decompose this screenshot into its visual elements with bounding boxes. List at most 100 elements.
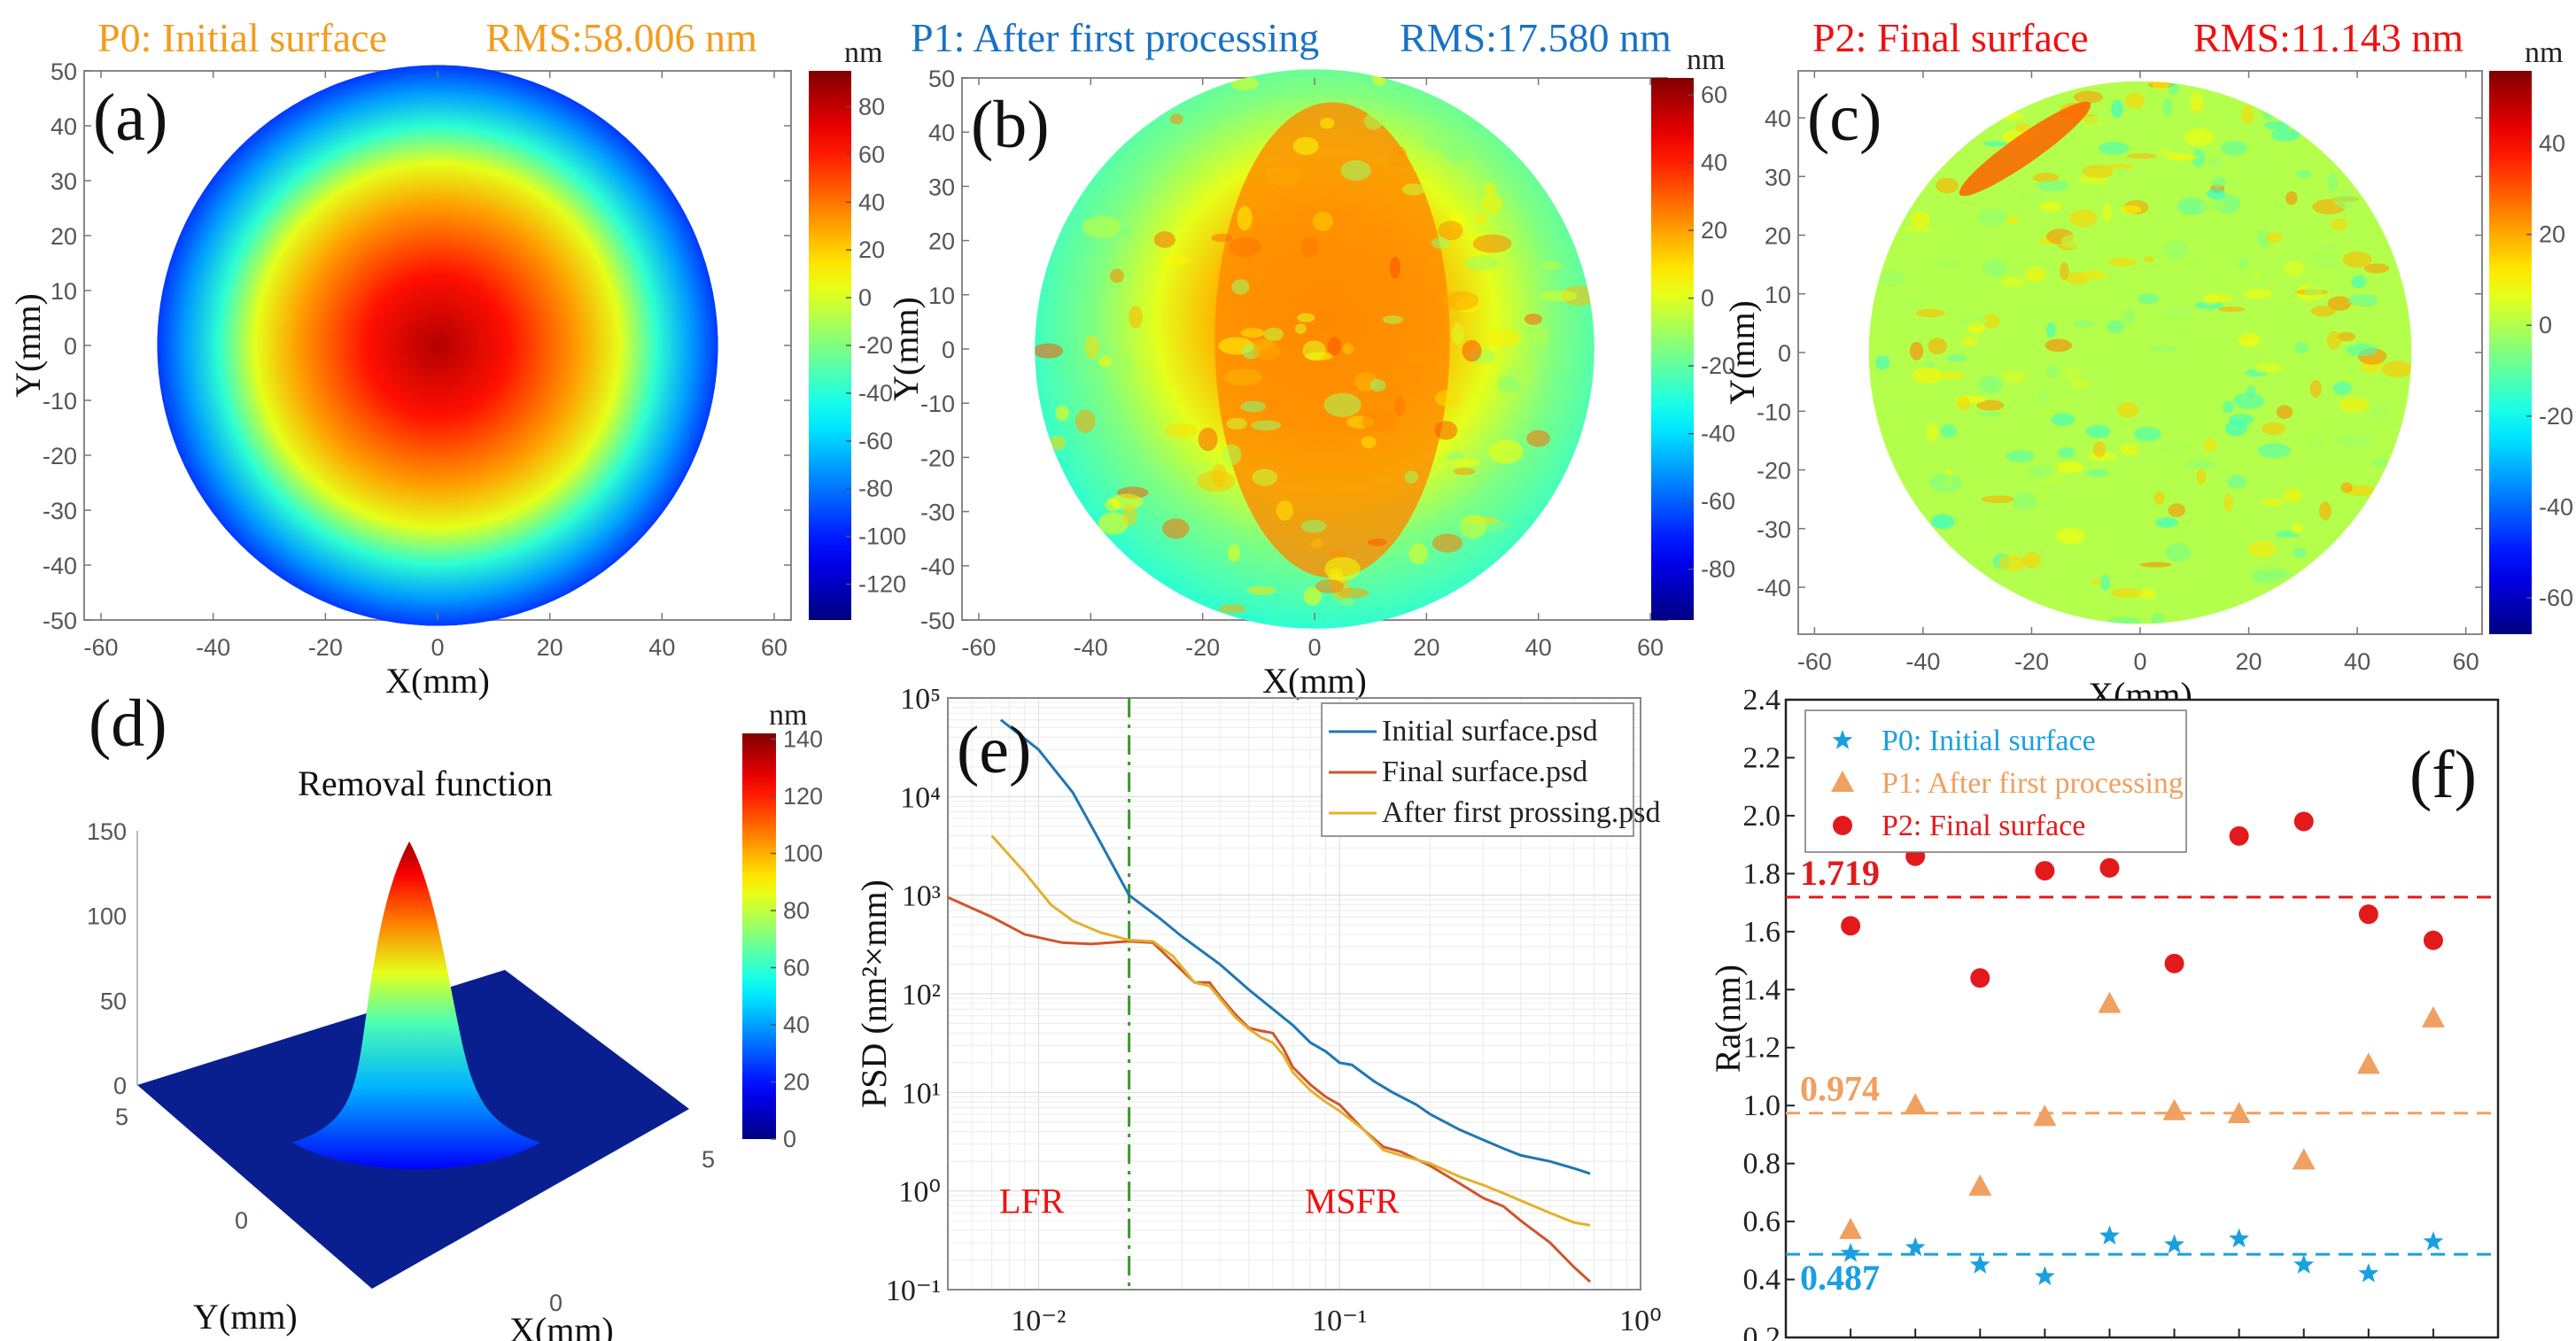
surface-blob <box>2143 256 2154 262</box>
surface-blob <box>2372 458 2389 468</box>
surface-blob <box>1055 405 1069 422</box>
legend-label: P0: Initial surface <box>1882 725 2096 757</box>
legend-label: P2: Final surface <box>1882 810 2085 842</box>
surface-blob <box>2069 209 2098 228</box>
surface-blob <box>2116 166 2126 176</box>
surface-blob <box>1463 255 1500 271</box>
surface-blob <box>2189 90 2204 110</box>
surface-blob <box>1253 340 1280 360</box>
surface-blob <box>1049 435 1066 451</box>
surface-blob <box>2107 320 2125 334</box>
series-line-after <box>990 834 1591 1227</box>
surface-blob <box>1956 396 1971 411</box>
surface-blob <box>1462 339 1482 362</box>
colorbar-tick-label: 60 <box>1701 81 1727 108</box>
y-axis-label: Y(mm) <box>8 293 48 398</box>
surface-blob <box>2152 81 2170 90</box>
surface-blob <box>1983 141 2007 147</box>
x-tick-label: 10⁻² <box>1011 1305 1066 1337</box>
surface-blob <box>1431 236 1449 249</box>
surface-blob <box>2276 405 2293 420</box>
surface-blob <box>1382 315 1404 324</box>
surface-blob <box>2265 232 2283 244</box>
surface-blob <box>2138 588 2156 600</box>
legend-label: P1: After first processing <box>1882 767 2184 800</box>
colorbar-unit: nm <box>2525 36 2563 69</box>
colorbar-unit: nm <box>844 36 882 69</box>
surface-blob <box>1526 430 1550 447</box>
panel-e-chart: 10⁻² 10⁻¹ 10⁰ 10⁵ 10⁴ 10³ 10² 10¹ 10⁰ 10⁻¹ f (mm⁻¹… <box>854 683 1662 1341</box>
data-point <box>2099 1225 2120 1245</box>
surface-blob <box>2098 142 2130 155</box>
data-point <box>2034 1266 2055 1285</box>
y-axis-label: Y(mm) <box>1722 300 1762 405</box>
surface-blob <box>1164 422 1199 438</box>
surface-blob <box>1926 422 1938 442</box>
data-point <box>2292 1148 2316 1170</box>
y-tick-label: -30 <box>43 498 77 524</box>
data-point <box>2358 904 2378 925</box>
surface-blob <box>1912 367 1942 384</box>
y-tick-label: -20 <box>1757 458 1791 484</box>
surface-blob <box>1327 337 1342 356</box>
data-point <box>2423 1231 2444 1251</box>
legend-box <box>1804 709 2187 853</box>
surface-blob <box>2036 180 2069 192</box>
surface-blob <box>1372 70 1387 86</box>
surface-blob <box>1297 313 1315 322</box>
surface-blob <box>2158 439 2191 455</box>
surface-blob <box>1301 519 1327 533</box>
surface-blob <box>1276 500 1294 521</box>
surface-blob <box>2051 413 2076 426</box>
x-tick-label: -40 <box>1074 634 1108 661</box>
x-tick-label: -20 <box>308 634 343 661</box>
surface-blob <box>2270 128 2301 142</box>
surface-blob <box>1292 136 1319 155</box>
surface-blob <box>2184 460 2215 469</box>
panel-d: (d)Removal function15010050050-5-505Y(mm… <box>0 682 842 1341</box>
surface-blob <box>2319 501 2332 521</box>
colorbar <box>1651 78 1694 620</box>
mean-label: 1.719 <box>1800 853 1880 893</box>
colorbar-unit: nm <box>769 699 807 732</box>
panel-label: (a) <box>93 81 167 155</box>
surface-blob <box>2168 81 2179 96</box>
surface-blob <box>2006 450 2035 463</box>
surface-blob <box>2139 562 2172 568</box>
y-tick-label: 2.0 <box>1743 800 1781 833</box>
panel-label: (b) <box>971 88 1050 162</box>
surface-blob <box>2107 257 2137 267</box>
surface-blob <box>1315 578 1344 593</box>
surface-blob <box>2257 443 2291 459</box>
colorbar-tick-label: 0 <box>858 284 872 311</box>
surface-blob <box>1404 470 1418 484</box>
surface-blob <box>1434 421 1458 440</box>
colorbar-tick-label: -60 <box>858 428 893 454</box>
surface-blob <box>1956 314 1989 327</box>
surface-blob <box>2339 397 2370 413</box>
surface-blob <box>1924 361 1936 369</box>
surface-blob <box>1982 259 2007 277</box>
surface-blob <box>2238 257 2248 269</box>
y-tick-label: 10² <box>902 979 941 1012</box>
colorbar-tick-label: 40 <box>2539 130 2565 157</box>
x-axis-label: X(mm) <box>509 1310 614 1341</box>
y-tick-label: 10 <box>50 278 77 305</box>
data-point <box>2035 861 2055 881</box>
surface-blob <box>2315 254 2339 269</box>
colorbar-tick-label: -40 <box>1701 421 1735 447</box>
surface-blob <box>2126 153 2157 159</box>
surface-blob <box>1363 112 1383 130</box>
surface-fill <box>1868 81 2412 624</box>
surface-blob <box>2124 92 2145 109</box>
colorbar-tick-label: -20 <box>2539 403 2573 430</box>
surface-blob <box>1120 355 1131 374</box>
colorbar-tick-label: -60 <box>2539 585 2573 611</box>
surface-blob <box>1998 554 2025 572</box>
panel-d-plot: (d)Removal function15010050050-5-505Y(mm… <box>87 686 823 1341</box>
panel-label: (f) <box>2409 738 2477 812</box>
surface-blob <box>1408 543 1428 565</box>
x-tick-label: -60 <box>83 634 118 661</box>
colorbar-tick-label: 20 <box>858 236 885 263</box>
data-point <box>1904 1093 1928 1115</box>
